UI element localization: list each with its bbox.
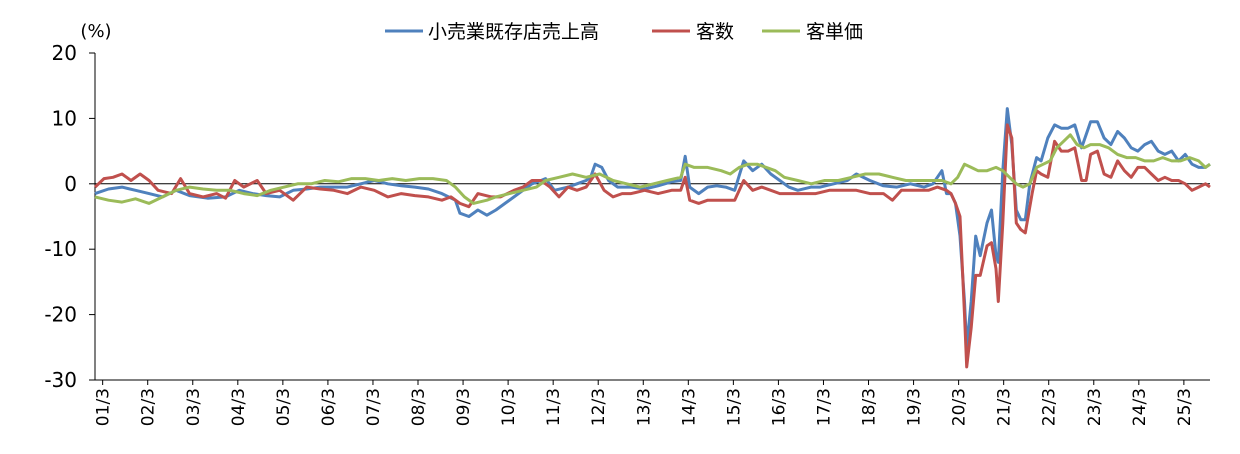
legend-label: 客単価: [806, 21, 863, 43]
x-tick-label: 10/3: [499, 388, 519, 426]
x-tick-label: 09/3: [454, 388, 474, 426]
x-tick-label: 12/3: [589, 388, 609, 426]
x-tick-label: 14/3: [679, 388, 699, 426]
y-tick-label: -30: [44, 368, 77, 392]
x-tick-label: 25/3: [1175, 388, 1195, 426]
x-tick-label: 17/3: [814, 388, 834, 426]
x-tick-label: 21/3: [995, 388, 1015, 426]
x-tick-label: 23/3: [1085, 388, 1105, 426]
x-tick-label: 20/3: [950, 388, 970, 426]
y-tick-label: -20: [44, 303, 77, 327]
legend-label: 客数: [696, 21, 734, 43]
x-tick-label: 24/3: [1130, 388, 1150, 426]
x-tick-label: 22/3: [1040, 388, 1060, 426]
x-tick-label: 18/3: [860, 388, 880, 426]
x-tick-label: 06/3: [319, 388, 339, 426]
x-tick-label: 03/3: [184, 388, 204, 426]
x-tick-label: 19/3: [905, 388, 925, 426]
x-tick-label: 07/3: [364, 388, 384, 426]
x-tick-label: 13/3: [634, 388, 654, 426]
y-tick-label: 0: [64, 172, 77, 196]
y-tick-label: 20: [52, 41, 77, 65]
x-tick-label: 08/3: [409, 388, 429, 426]
y-tick-label: 10: [52, 106, 77, 130]
x-tick-label: 11/3: [544, 388, 564, 426]
x-tick-label: 15/3: [724, 388, 744, 426]
series-line-1: [94, 107, 1211, 349]
x-tick-label: 04/3: [229, 388, 249, 426]
x-tick-label: 01/3: [94, 388, 114, 426]
y-tick-label: -10: [44, 237, 77, 261]
y-unit-label: (%): [80, 21, 111, 42]
series-line-3: [94, 133, 1211, 205]
series-line-2: [93, 123, 1211, 369]
x-tick-label: 16/3: [769, 388, 789, 426]
legend-label: 小売業既存店売上高: [428, 21, 599, 43]
x-tick-label: 05/3: [274, 388, 294, 426]
x-tick-label: 02/3: [139, 388, 159, 426]
